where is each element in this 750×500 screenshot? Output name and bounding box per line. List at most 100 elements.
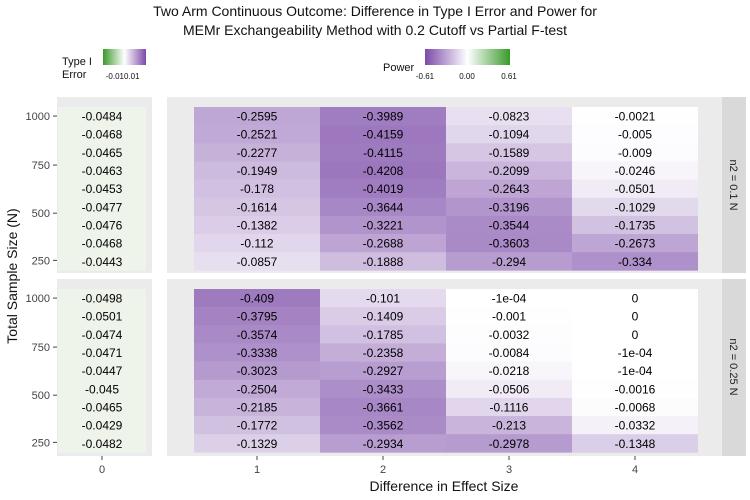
y-tick-label: 250	[32, 437, 50, 449]
power-tile-label: -0.213	[492, 419, 526, 433]
power-tile	[446, 397, 572, 417]
power-tile	[572, 179, 698, 199]
type1-tile	[58, 179, 146, 199]
type1-tile-label: -0.0477	[82, 200, 123, 214]
power-tile	[320, 215, 446, 235]
y-tick-label: 750	[32, 160, 50, 172]
type1-tile-label: -0.0453	[82, 182, 123, 196]
power-tile	[572, 379, 698, 399]
power-tile	[194, 343, 320, 362]
power-tile	[446, 125, 572, 144]
power-tile	[572, 252, 698, 271]
type1-tile	[58, 107, 146, 126]
power-tile-label: -0.3196	[489, 200, 530, 214]
power-tile	[446, 416, 572, 435]
power-tile	[320, 325, 446, 344]
type1-tile-label: -0.0443	[82, 255, 123, 269]
power-tile	[320, 307, 446, 326]
power-tile-label: -0.1785	[363, 328, 404, 342]
power-tile-label: -0.3562	[363, 419, 404, 433]
chart-title-line-1: Two Arm Continuous Outcome: Difference i…	[153, 3, 597, 19]
legend-power-tick-mid: 0.00	[459, 72, 475, 81]
legend-type1-colorbar	[103, 49, 146, 65]
heatmap-tiles: -0.0484 -0.0468 -0.0465 -0.0463 -0.0453 -0.04…	[58, 107, 698, 453]
type1-tile	[58, 361, 146, 381]
legend-type1-title-line-2: Error	[62, 69, 87, 81]
power-tile-label: -0.3023	[237, 364, 278, 378]
power-tile-label: -0.3661	[363, 400, 404, 414]
legend-power: Power -0.61 0.00 0.61	[383, 49, 517, 81]
power-tile-label: -0.3338	[237, 346, 278, 360]
power-tile	[572, 361, 698, 381]
power-tile-label: -0.3795	[237, 310, 278, 324]
power-tile-label: -0.2099	[489, 164, 530, 178]
power-tile	[446, 289, 572, 308]
power-tile-label: -0.1735	[615, 218, 656, 232]
type1-tile	[58, 125, 146, 144]
power-tile-label: -0.2277	[237, 146, 278, 160]
power-tile-label: -0.3433	[363, 382, 404, 396]
power-tile	[320, 252, 446, 271]
power-tile	[572, 343, 698, 362]
power-tile-label: -0.1329	[237, 437, 278, 451]
power-tile-label: -0.2521	[237, 128, 278, 142]
power-tile-label: -0.1772	[237, 419, 278, 433]
power-tile	[446, 343, 572, 362]
power-tile	[572, 143, 698, 162]
power-tile	[194, 215, 320, 235]
power-tile	[446, 379, 572, 399]
power-tile-label: -0.1888	[363, 255, 404, 269]
type1-tile	[58, 325, 146, 344]
power-tile-label: -0.2978	[489, 437, 530, 451]
legend-power-tick-high: 0.61	[501, 72, 517, 81]
type1-tile	[58, 343, 146, 362]
power-tile-label: -0.0016	[615, 382, 656, 396]
type1-tile-label: -0.0468	[82, 237, 123, 251]
power-tile-label: -0.1614	[237, 200, 278, 214]
power-tile-label: -0.1382	[237, 218, 278, 232]
power-tile	[194, 397, 320, 417]
power-tile	[446, 215, 572, 235]
type1-tile	[58, 252, 146, 271]
power-tile	[446, 161, 572, 180]
power-tile-label: -0.001	[492, 310, 526, 324]
power-tile	[194, 125, 320, 144]
power-tile	[320, 197, 446, 217]
power-tile	[194, 252, 320, 271]
power-tile	[572, 325, 698, 344]
power-tile-label: -0.2673	[615, 237, 656, 251]
type1-tile	[58, 397, 146, 417]
type1-tile-label: -0.045	[85, 382, 119, 396]
type1-tile-label: -0.0474	[82, 328, 123, 342]
power-tile	[320, 416, 446, 435]
power-tile-label: -0.2927	[363, 364, 404, 378]
power-tile-label: -0.3644	[363, 200, 404, 214]
legend-power-title: Power	[383, 62, 415, 74]
type1-tile	[58, 215, 146, 235]
power-tile-label: -0.0506	[489, 382, 530, 396]
x-tick-label: 1	[254, 464, 260, 476]
x-axis-title: Difference in Effect Size	[370, 478, 519, 494]
type1-tile-label: -0.0465	[82, 146, 123, 160]
power-tile-label: -0.3603	[489, 237, 530, 251]
power-tile	[194, 197, 320, 217]
power-tile	[446, 234, 572, 253]
power-tile-label: -0.2595	[237, 110, 278, 124]
power-tile-label: -0.0857	[237, 255, 278, 269]
type1-tile	[58, 197, 146, 217]
power-tile	[320, 289, 446, 308]
power-tile-label: -0.0501	[615, 182, 656, 196]
power-tile	[320, 234, 446, 253]
legend-type1-tick-low: -0.01	[106, 72, 125, 81]
facet-strip-top	[722, 97, 746, 273]
power-tile	[446, 361, 572, 381]
power-tile	[194, 361, 320, 381]
type1-tile-label: -0.0482	[82, 437, 123, 451]
power-tile	[320, 179, 446, 199]
power-tile	[446, 325, 572, 344]
type1-tile-label: -0.0463	[82, 164, 123, 178]
power-tile	[194, 379, 320, 399]
facet-strip-bottom-label: n2 = 0.25 N	[727, 338, 739, 395]
type1-tile	[58, 161, 146, 180]
power-tile	[320, 161, 446, 180]
